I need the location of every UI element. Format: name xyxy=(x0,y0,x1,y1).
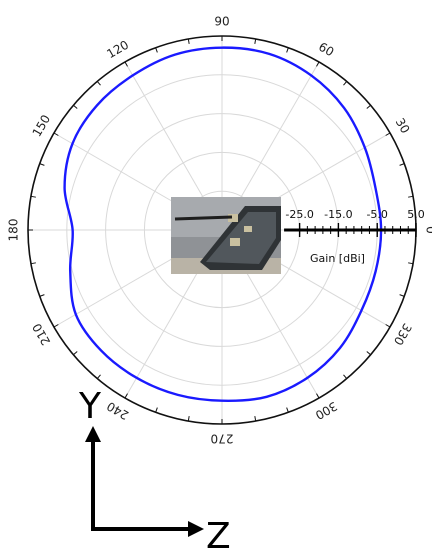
angle-minor-tick xyxy=(254,416,257,422)
radial-axis-label: Gain [dBi] xyxy=(310,252,365,265)
gain-pattern-line xyxy=(63,46,383,402)
angle-minor-tick xyxy=(187,416,190,422)
y-arrowhead-icon xyxy=(85,426,101,442)
angle-minor-tick xyxy=(254,38,257,44)
angle-minor-tick xyxy=(53,324,59,328)
antenna-photo-inset xyxy=(171,197,281,274)
angle-minor-tick xyxy=(385,324,391,328)
radial-tick-label: -15.0 xyxy=(324,208,352,221)
series-layer xyxy=(63,46,383,402)
angle-tick-label: 30 xyxy=(393,116,413,136)
angle-minor-tick xyxy=(124,393,128,399)
angle-minor-tick xyxy=(30,195,36,198)
y-axis-label: Y xyxy=(78,386,102,427)
angle-minor-tick xyxy=(343,374,348,379)
angle-minor-tick xyxy=(124,61,128,67)
angle-tick-label: 0 xyxy=(424,226,432,234)
angle-tick-label: 330 xyxy=(391,321,415,348)
angle-tick-label: 240 xyxy=(104,399,131,423)
angle-tick-label: 150 xyxy=(30,112,54,139)
angle-tick-label: 210 xyxy=(30,321,54,348)
angle-minor-tick xyxy=(316,61,320,67)
angle-tick-label: 90 xyxy=(214,15,229,29)
angle-tick-label: 60 xyxy=(316,40,336,60)
angle-minor-tick xyxy=(53,132,59,136)
angle-minor-tick xyxy=(155,47,158,53)
angle-tick-label: 120 xyxy=(104,38,131,62)
angle-tick-label: 300 xyxy=(313,399,340,423)
angle-minor-tick xyxy=(73,351,78,356)
angle-tick-label: 180 xyxy=(7,219,21,242)
angle-minor-tick xyxy=(408,262,414,265)
angle-minor-tick xyxy=(96,374,101,379)
angle-minor-tick xyxy=(39,294,45,297)
angle-minor-tick xyxy=(286,407,289,413)
radial-tick-label: 5.0 xyxy=(407,208,425,221)
radial-axis: -25.0 -15.0 -5.0 5.0 Gain [dBi] xyxy=(284,208,425,265)
angle-minor-tick xyxy=(316,393,320,399)
angle-minor-tick xyxy=(39,163,45,166)
angle-minor-tick xyxy=(366,351,371,356)
angle-minor-tick xyxy=(187,38,190,44)
angle-minor-tick xyxy=(343,81,348,86)
z-axis-label: Z xyxy=(206,516,231,556)
angle-minor-tick xyxy=(96,81,101,86)
angle-minor-tick xyxy=(30,262,36,265)
angle-minor-tick xyxy=(366,104,371,109)
angle-minor-tick xyxy=(399,163,405,166)
angle-minor-tick xyxy=(385,132,391,136)
z-arrowhead-icon xyxy=(188,521,204,537)
radial-tick-label: -25.0 xyxy=(285,208,313,221)
radial-tick-label: -5.0 xyxy=(366,208,387,221)
axes-indicator: Y Z xyxy=(78,386,231,556)
angle-minor-tick xyxy=(73,104,78,109)
angle-minor-tick xyxy=(155,407,158,413)
angle-minor-tick xyxy=(399,294,405,297)
angle-minor-tick xyxy=(286,47,289,53)
angle-tick-label: 270 xyxy=(211,432,234,446)
angle-minor-tick xyxy=(408,195,414,198)
